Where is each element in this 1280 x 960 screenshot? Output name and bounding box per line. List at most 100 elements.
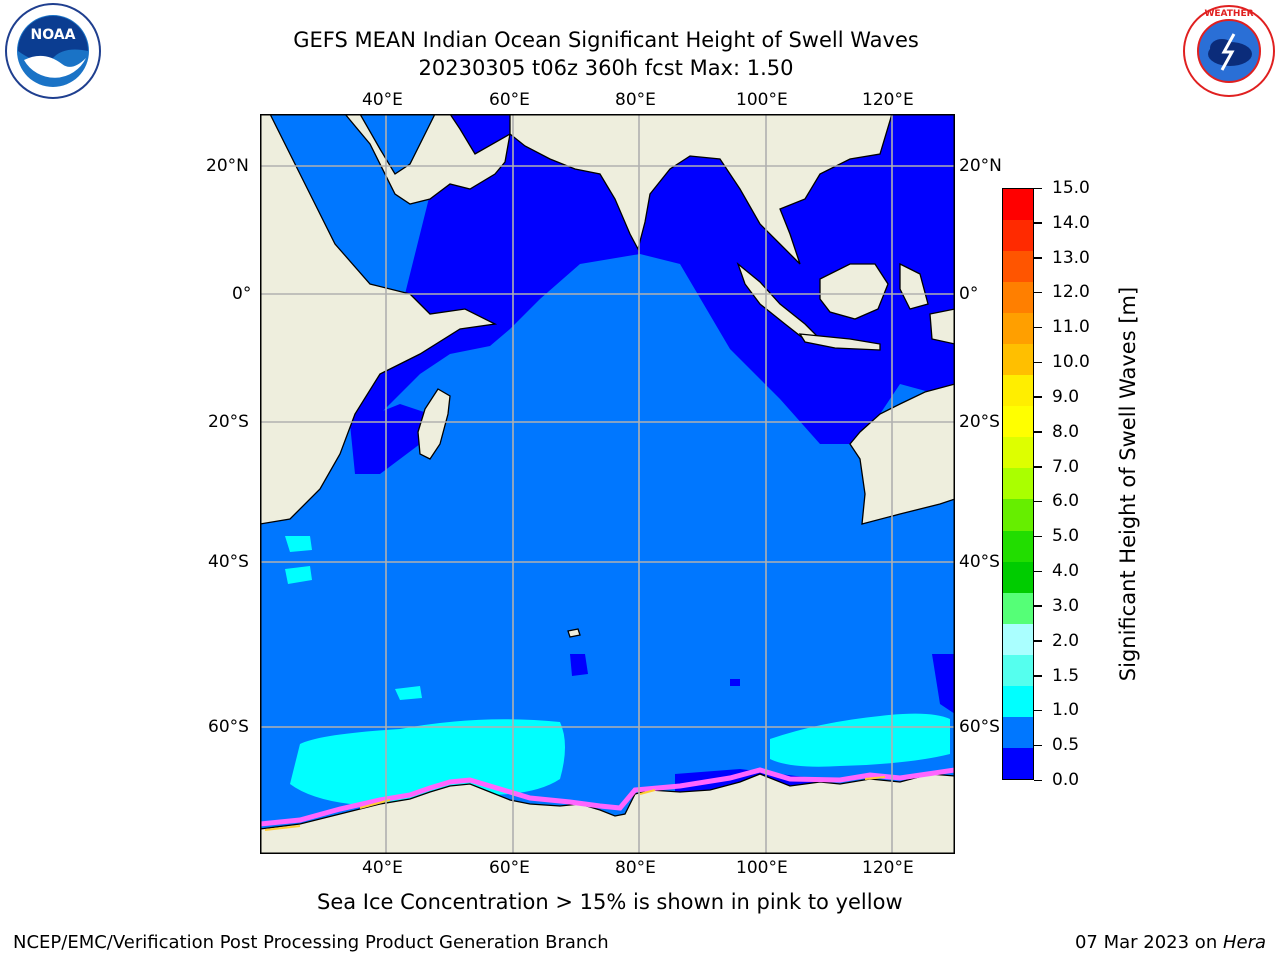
colorbar-tick-mark [1034, 396, 1042, 398]
colorbar-tick-mark [1034, 640, 1042, 642]
colorbar-swatch [1003, 561, 1033, 593]
chart-title: GEFS MEAN Indian Ocean Significant Heigh… [293, 28, 919, 52]
svg-text:WEATHER: WEATHER [1204, 9, 1253, 19]
sea-ice-note: Sea Ice Concentration > 15% is shown in … [317, 890, 903, 914]
colorbar-tick-mark [1034, 291, 1042, 294]
chart-subtitle: 20230305 t06z 360h fcst Max: 1.50 [418, 56, 794, 80]
colorbar-swatch [1003, 685, 1033, 717]
colorbar-tick-label: 9.0 [1052, 386, 1080, 407]
colorbar-tick-label: 1.0 [1052, 700, 1080, 721]
colorbar-tick-mark [1034, 466, 1042, 468]
noaa-logo: NOAA [4, 2, 102, 100]
colorbar-label: Significant Height of Swell Waves [m] [1115, 284, 1141, 684]
lon-label-bottom: 60°E [489, 858, 530, 878]
colorbar-tick-mark [1034, 431, 1042, 433]
land-australia [849, 383, 955, 525]
colorbar [1002, 188, 1034, 780]
colorbar-swatch [1003, 189, 1033, 221]
colorbar-tick-label: 8.0 [1052, 421, 1080, 442]
lon-label-bottom: 40°E [362, 858, 403, 878]
colorbar-swatch [1003, 220, 1033, 252]
colorbar-tick-mark [1034, 779, 1042, 781]
colorbar-tick-label: 6.0 [1052, 491, 1080, 512]
colorbar-swatch [1003, 468, 1033, 500]
colorbar-tick-label: 11.0 [1052, 317, 1090, 338]
colorbar-tick-label: 1.5 [1052, 665, 1080, 686]
colorbar-swatch [1003, 530, 1033, 562]
footer-date-text: 07 Mar 2023 on [1074, 932, 1223, 953]
colorbar-tick-label: 0.0 [1052, 770, 1080, 790]
colorbar-tick-label: 10.0 [1052, 352, 1090, 373]
colorbar-tick-mark [1034, 605, 1042, 607]
colorbar-tick-mark [1034, 222, 1042, 224]
land-madagascar [417, 388, 451, 460]
land-india [509, 114, 893, 265]
land-borneo [819, 263, 889, 320]
colorbar-swatch [1003, 344, 1033, 376]
land-antarctica [260, 773, 955, 854]
lon-label-top: 100°E [736, 90, 788, 110]
land-java [798, 333, 881, 351]
colorbar-swatch [1003, 375, 1033, 407]
colorbar-tick-label: 7.0 [1052, 456, 1080, 477]
colorbar-tick-mark [1034, 744, 1042, 747]
nws-logo: WEATHER [1180, 4, 1278, 98]
colorbar-swatch [1003, 592, 1033, 624]
colorbar-tick-label: 2.0 [1052, 630, 1080, 651]
colorbar-tick-mark [1034, 675, 1042, 677]
lon-label-top: 40°E [362, 90, 403, 110]
colorbar-swatch [1003, 437, 1033, 469]
land-kerguelen [567, 628, 581, 638]
map-panel [260, 114, 955, 854]
lat-label-left: 60°S [208, 717, 249, 737]
lat-label-right: 60°S [959, 717, 1000, 737]
lat-label-left: 40°S [208, 552, 249, 572]
lon-label-top: 60°E [489, 90, 530, 110]
colorbar-swatch [1003, 654, 1033, 686]
lat-label-left: 20°N [206, 156, 249, 176]
mid-swell-zone-west [290, 719, 565, 804]
colorbar-tick-mark [1034, 535, 1042, 538]
graticule [260, 114, 955, 854]
colorbar-swatch [1003, 313, 1033, 345]
lat-label-right: 0° [959, 284, 979, 304]
colorbar-swatch [1003, 499, 1033, 531]
footer-credit: NCEP/EMC/Verification Post Processing Pr… [13, 932, 609, 953]
colorbar-tick-mark [1034, 257, 1042, 259]
colorbar-swatch [1003, 716, 1033, 748]
colorbar-tick-mark [1034, 709, 1042, 712]
lat-label-left: 20°S [208, 412, 249, 432]
colorbar-tick-label: 5.0 [1052, 526, 1080, 547]
colorbar-label-text: Significant Height of Swell Waves [m] [1116, 286, 1140, 682]
colorbar-tick-label: 14.0 [1052, 212, 1090, 233]
colorbar-tick-mark [1034, 361, 1042, 364]
lon-label-bottom: 100°E [736, 858, 788, 878]
map-svg [260, 114, 955, 854]
colorbar-tick-mark [1034, 187, 1042, 189]
footer-machine: Hera [1222, 932, 1266, 953]
lat-label-right: 40°S [959, 552, 1000, 572]
colorbar-swatch [1003, 251, 1033, 283]
lat-label-right: 20°S [959, 412, 1000, 432]
colorbar-tick-mark [1034, 326, 1042, 329]
lon-label-bottom: 80°E [615, 858, 656, 878]
colorbar-tick-label: 3.0 [1052, 595, 1080, 616]
colorbar-tick-label: 13.0 [1052, 247, 1090, 268]
colorbar-swatch [1003, 747, 1033, 779]
colorbar-tick-mark [1034, 570, 1042, 573]
noaa-logo-text: NOAA [31, 27, 76, 43]
colorbar-swatch [1003, 406, 1033, 438]
colorbar-tick-label: 0.5 [1052, 735, 1080, 756]
colorbar-tick-label: 4.0 [1052, 561, 1080, 582]
sea-ice-edge [260, 767, 955, 827]
colorbar-strip [1003, 189, 1033, 779]
colorbar-tick-label: 15.0 [1052, 178, 1090, 198]
lon-label-top: 120°E [862, 90, 914, 110]
colorbar-swatch [1003, 282, 1033, 314]
colorbar-tick-label: 12.0 [1052, 282, 1090, 303]
colorbar-tick-mark [1034, 500, 1042, 503]
footer-date: 07 Mar 2023 on Hera [1075, 932, 1266, 953]
lat-label-left: 0° [232, 284, 252, 304]
lon-label-bottom: 120°E [862, 858, 914, 878]
lat-label-right: 20°N [959, 156, 1002, 176]
